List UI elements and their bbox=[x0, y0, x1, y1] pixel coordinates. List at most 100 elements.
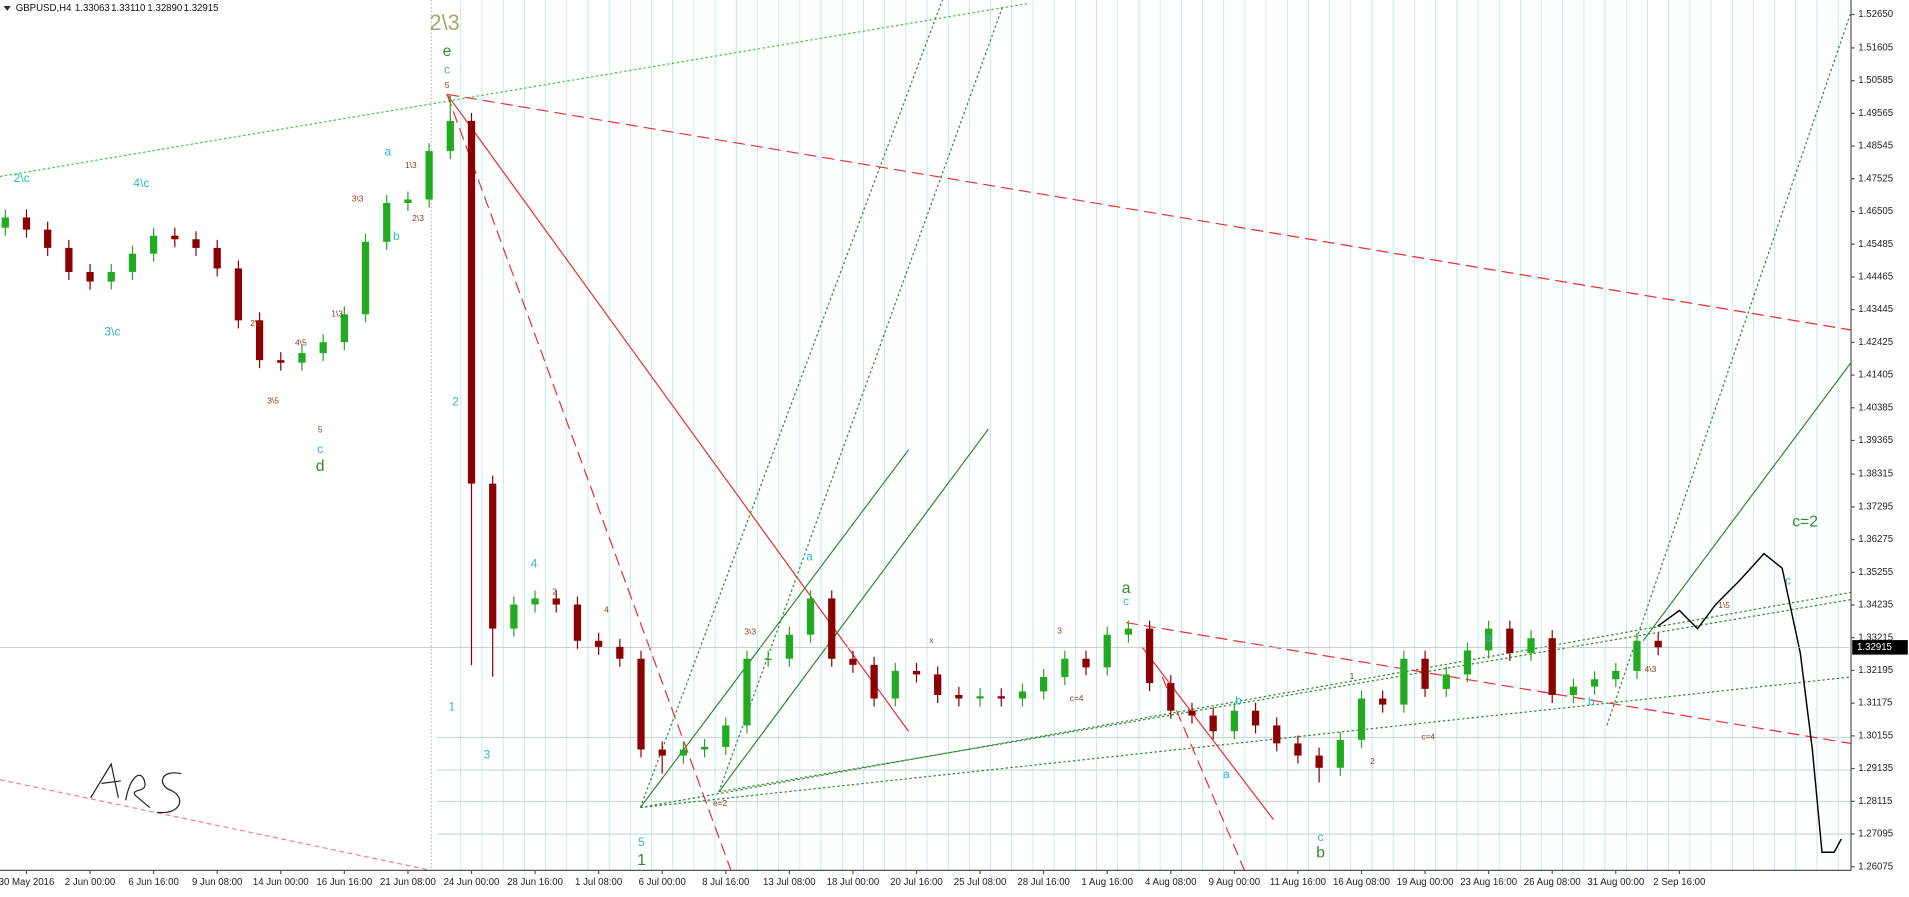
candle-body bbox=[489, 483, 497, 629]
candle-body bbox=[700, 746, 709, 750]
x-tick-label: 21 Jun 08:00 bbox=[380, 877, 436, 888]
x-tick-label: 16 Jun 16:00 bbox=[316, 877, 372, 888]
candle-body bbox=[1082, 658, 1090, 668]
trend-line bbox=[1161, 676, 1246, 871]
trend-line bbox=[446, 93, 1852, 331]
y-tick-label: 1.48545 bbox=[1858, 141, 1893, 152]
wave-label: b bbox=[1588, 695, 1595, 709]
wave-label: 1 bbox=[637, 852, 646, 869]
wave-label: 2 bbox=[1370, 756, 1375, 766]
candle-body bbox=[1506, 628, 1514, 653]
wave-label: 4\c bbox=[133, 176, 149, 190]
candle-body bbox=[107, 271, 115, 282]
y-tick-label: 1.37295 bbox=[1858, 501, 1893, 512]
candle-body bbox=[616, 646, 624, 659]
x-tick-label: 30 May 2016 bbox=[0, 877, 54, 888]
header-high: 1.33110 bbox=[111, 3, 145, 14]
x-tick-label: 2 Jun 00:00 bbox=[65, 877, 115, 888]
wave-label: 4 bbox=[531, 557, 538, 571]
wave-label: 1\3 bbox=[331, 309, 343, 319]
candle-body bbox=[743, 658, 751, 726]
y-tick-label: 1.46505 bbox=[1858, 206, 1893, 217]
x-tick-label: 20 Jul 16:00 bbox=[890, 877, 943, 888]
wave-label: 3\3 bbox=[352, 194, 364, 204]
candle-body bbox=[340, 314, 348, 343]
wave-label: 1 bbox=[449, 699, 456, 713]
candle-body bbox=[510, 604, 518, 629]
x-tick-label: 8 Jul 16:00 bbox=[702, 877, 749, 888]
y-tick-label: 1.26075 bbox=[1858, 861, 1893, 872]
candle-body bbox=[891, 670, 899, 699]
candle-body bbox=[955, 694, 963, 699]
y-tick-label: 1.38315 bbox=[1858, 469, 1893, 480]
candle-body bbox=[22, 217, 31, 230]
wave-label: 4 bbox=[604, 605, 609, 615]
candle-body bbox=[912, 670, 921, 675]
candle-body bbox=[573, 604, 582, 641]
candle-body bbox=[1590, 679, 1599, 687]
x-tick-label: 26 Aug 08:00 bbox=[1524, 877, 1581, 888]
trend-line bbox=[639, 0, 943, 808]
candle-body bbox=[658, 749, 666, 756]
candle-body bbox=[1167, 683, 1175, 711]
candle-body bbox=[1379, 698, 1387, 705]
x-tick-label: 6 Jul 00:00 bbox=[639, 877, 686, 888]
candle-body bbox=[679, 749, 688, 756]
x-tick-label: 4 Aug 08:00 bbox=[1145, 877, 1197, 888]
candle-body bbox=[1, 217, 9, 228]
wave-label: 1 bbox=[1350, 671, 1355, 681]
candle-body bbox=[467, 120, 476, 484]
wave-label: b bbox=[1316, 845, 1325, 862]
wave-label: c=4 bbox=[1421, 732, 1435, 742]
wave-label: 5 bbox=[445, 80, 450, 90]
candle-body bbox=[128, 253, 137, 272]
y-tick-label: 1.45485 bbox=[1858, 239, 1893, 250]
wave-label: a bbox=[1485, 630, 1492, 644]
candle-body bbox=[1294, 743, 1302, 756]
candle-body bbox=[86, 271, 94, 282]
y-tick-label: 1.47525 bbox=[1858, 173, 1893, 184]
wave-label: 5 bbox=[318, 425, 323, 435]
y-tick-label: 1.50585 bbox=[1858, 75, 1893, 86]
wave-label: c bbox=[1123, 594, 1129, 608]
candle-body bbox=[1209, 715, 1217, 732]
candle-body bbox=[255, 320, 264, 361]
candle-body bbox=[1569, 686, 1578, 695]
candle-body bbox=[1400, 658, 1408, 705]
x-tick-label: 28 Jul 16:00 bbox=[1017, 877, 1070, 888]
candle-body bbox=[849, 658, 857, 665]
y-tick-label: 1.36275 bbox=[1858, 534, 1893, 545]
x-tick-label: 9 Jun 08:00 bbox=[192, 877, 242, 888]
x-tick-label: 13 Jul 08:00 bbox=[763, 877, 816, 888]
x-tick-label: 2 Sep 16:00 bbox=[1653, 877, 1705, 888]
candle-body bbox=[1612, 670, 1620, 680]
candle-body bbox=[44, 229, 52, 248]
wave-label: a bbox=[384, 145, 391, 159]
wave-label: c bbox=[444, 62, 450, 76]
candle-body bbox=[1251, 710, 1260, 726]
candle-body bbox=[1336, 739, 1344, 768]
wave-label: a bbox=[806, 549, 813, 563]
candle-body bbox=[976, 696, 984, 699]
x-tick-label: 16 Aug 08:00 bbox=[1333, 877, 1390, 888]
candle-body bbox=[1654, 640, 1662, 648]
trend-line bbox=[718, 428, 989, 793]
y-tick-label: 1.35255 bbox=[1858, 567, 1893, 578]
candle-body bbox=[213, 247, 221, 269]
candle-body bbox=[806, 598, 815, 635]
y-tick-label: 1.52650 bbox=[1858, 9, 1893, 20]
trend-lines bbox=[0, 0, 1852, 871]
candle-body bbox=[361, 241, 370, 315]
wave-label: c=2 bbox=[1792, 513, 1818, 530]
candle-body bbox=[1230, 710, 1238, 732]
y-tick-label: 1.30155 bbox=[1858, 730, 1893, 741]
trend-line bbox=[1125, 621, 1852, 745]
candle-body bbox=[171, 235, 179, 240]
x-tick-label: 31 Aug 00:00 bbox=[1587, 877, 1644, 888]
wave-label: 3\5 bbox=[267, 396, 279, 406]
current-price-box bbox=[1852, 640, 1908, 655]
candle-body bbox=[1040, 677, 1048, 692]
candle-body bbox=[1188, 710, 1196, 716]
y-tick-label: 1.28115 bbox=[1858, 796, 1892, 807]
